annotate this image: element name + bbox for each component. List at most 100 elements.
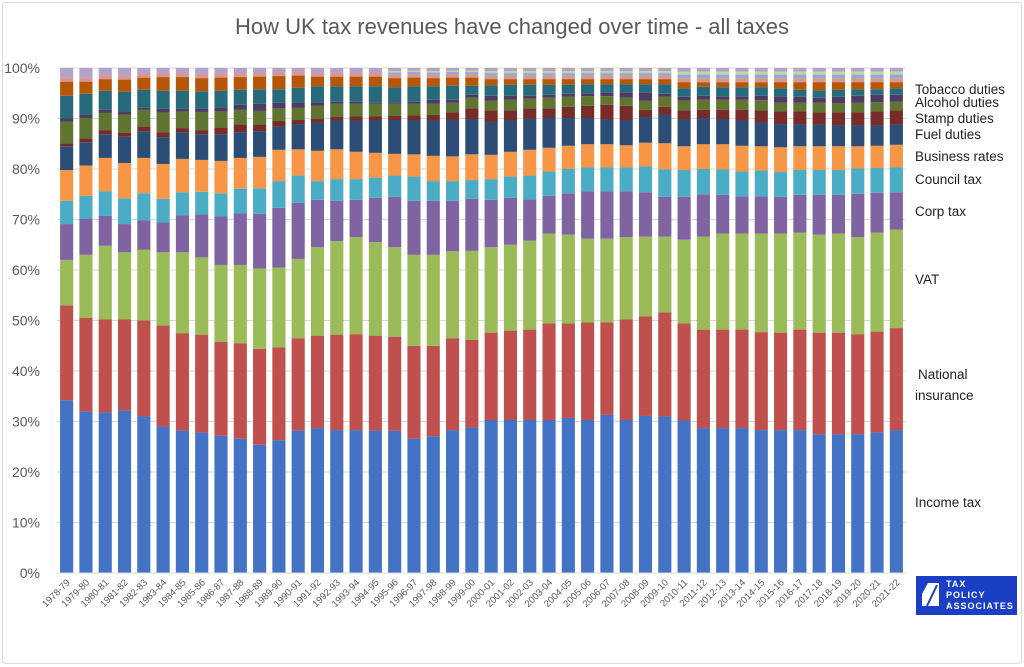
bar-segment-stamp-duties	[253, 124, 267, 132]
bar-segment-other-14	[600, 71, 614, 74]
bar-segment-stamp-duties	[60, 143, 74, 147]
bar-segment-vat	[523, 240, 537, 330]
bar-segment-other-13	[426, 72, 440, 75]
bar-segment-national-insurance	[619, 319, 633, 420]
bar-segment-fuel-duties	[388, 120, 402, 154]
bar-segment-corp-tax	[851, 193, 865, 238]
bar-segment-income-tax	[696, 428, 710, 573]
bar-segment-business-rates	[388, 153, 402, 176]
bar-segment-tobacco-duties	[79, 114, 93, 118]
bar-segment-income-tax	[195, 432, 209, 573]
bar-segment-other-12	[60, 77, 74, 82]
bar-segment-other-10	[658, 84, 672, 94]
bar-segment-council-tax	[233, 188, 247, 214]
bar-segment-council-tax	[272, 181, 286, 208]
bar-segment-corp-tax	[889, 192, 903, 230]
bar-segment-vat	[388, 247, 402, 337]
bar-segment-other-11	[638, 79, 653, 85]
bar-segment-other-11	[117, 79, 132, 92]
bar-segment-corp-tax	[677, 196, 691, 240]
bar-segment-other-13	[388, 72, 402, 75]
bar-segment-other-10	[445, 85, 460, 100]
bar-segment-stamp-duties	[696, 109, 710, 118]
bar-segment-vat	[175, 252, 189, 334]
bar-segment-corp-tax	[716, 194, 730, 234]
bar-segment-tobacco-duties	[831, 96, 846, 104]
bar-segment-stamp-duties	[484, 110, 498, 123]
bar-segment-vat	[889, 229, 903, 329]
bar-segment-stamp-duties	[503, 110, 518, 121]
bar-segment-other-13	[542, 73, 556, 76]
bar-segment-council-tax	[735, 171, 749, 197]
bar-segment-other-14	[581, 71, 595, 74]
bar-segment-stamp-duties	[175, 128, 189, 133]
bar-segment-corp-tax	[407, 200, 421, 255]
bar-segment-vat	[831, 233, 846, 333]
bar-segment-tobacco-duties	[581, 93, 595, 97]
bar-segment-other-11	[426, 78, 440, 87]
bar-segment-other-13	[793, 74, 807, 79]
bar-segment-fuel-duties	[542, 117, 556, 148]
bar-segment-other-11	[407, 77, 421, 87]
bar-segment-alcohol-duties	[812, 102, 826, 113]
bar-segment-fuel-duties	[831, 125, 846, 147]
bar-segment-other-15	[407, 68, 421, 71]
bar-segment-national-insurance	[716, 329, 730, 429]
bar-segment-income-tax	[426, 436, 440, 573]
bar-segment-council-tax	[851, 168, 865, 194]
bar-segment-other-11	[889, 82, 903, 89]
bar-segment-business-rates	[561, 145, 575, 169]
bar-segment-other-11	[696, 82, 710, 87]
bar-segment-fuel-duties	[175, 132, 189, 159]
bar-segment-council-tax	[696, 169, 710, 195]
bar-segment-business-rates	[870, 145, 884, 168]
bar-segment-income-tax	[523, 419, 537, 573]
bar-segment-other-11	[812, 82, 826, 91]
bar-segment-other-15	[310, 68, 325, 73]
bar-segment-income-tax	[793, 430, 807, 573]
bar-segment-other-14	[407, 70, 421, 73]
bar-segment-business-rates	[349, 151, 363, 180]
bar-segment-other-10	[465, 85, 479, 95]
bar-segment-stamp-duties	[851, 112, 865, 126]
bar-segment-other-11	[677, 82, 691, 89]
bar-segment-alcohol-duties	[195, 111, 209, 131]
bar-segment-national-insurance	[349, 334, 363, 431]
bar-segment-fuel-duties	[253, 131, 267, 157]
bar-segment-other-11	[156, 77, 170, 91]
bar-segment-business-rates	[79, 165, 93, 196]
bar-segment-other-10	[831, 89, 846, 97]
bar-segment-vat	[735, 233, 749, 330]
logo-mark-icon	[922, 583, 939, 607]
bar-segment-corp-tax	[696, 194, 710, 237]
bar-segment-vat	[870, 232, 884, 332]
bar-segment-vat	[310, 247, 325, 336]
bar-segment-fuel-duties	[503, 120, 518, 152]
bar-segment-other-13	[735, 74, 749, 79]
bar-segment-national-insurance	[79, 317, 93, 412]
bar-segment-business-rates	[677, 146, 691, 171]
bar-segment-vat	[330, 241, 344, 335]
bar-segment-other-10	[812, 90, 826, 98]
bar-segment-other-15	[716, 68, 730, 72]
bar-segment-other-15	[272, 68, 286, 73]
bar-segment-other-11	[542, 79, 556, 85]
label-business-rates: Business rates	[915, 149, 1004, 164]
bar-segment-national-insurance	[696, 329, 710, 429]
bar-segment-business-rates	[407, 154, 421, 177]
bar-segment-other-12	[600, 75, 614, 80]
bar-segment-other-10	[330, 86, 344, 102]
label-national-insurance-line1: National	[918, 367, 968, 382]
bar-segment-stamp-duties	[638, 109, 653, 117]
bar-segment-other-11	[851, 82, 865, 90]
bar-segment-other-10	[156, 90, 170, 109]
bar-segment-stamp-duties	[291, 120, 305, 125]
bar-segment-income-tax	[851, 434, 865, 573]
bar-segment-other-13	[812, 74, 826, 79]
bar-segment-national-insurance	[774, 332, 788, 431]
bar-segment-national-insurance	[889, 328, 903, 431]
bar-segment-vat	[638, 236, 653, 317]
bar-segment-other-13	[774, 74, 788, 79]
bar-segment-other-14	[870, 71, 884, 75]
